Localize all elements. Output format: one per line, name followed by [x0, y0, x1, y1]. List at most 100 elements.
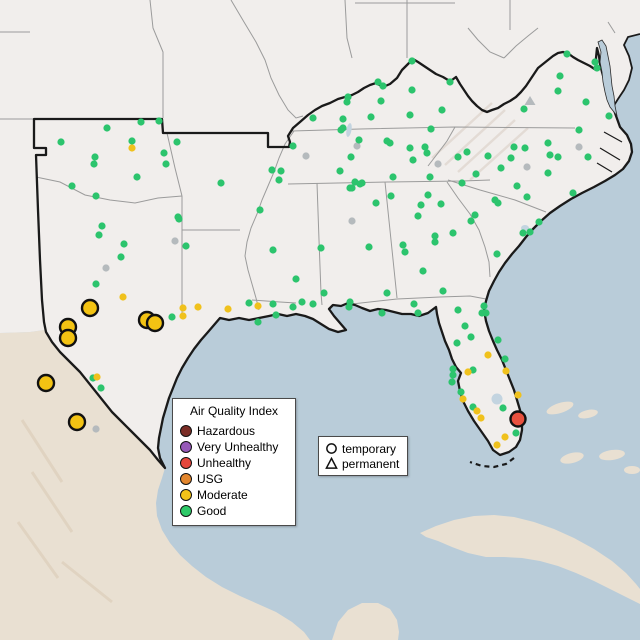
monitor-marker-moderate[interactable] — [224, 305, 232, 313]
monitor-marker-good[interactable] — [449, 365, 457, 373]
monitor-marker-moderate[interactable] — [194, 303, 202, 311]
monitor-marker-nodata-permanent[interactable] — [524, 96, 536, 105]
monitor-marker-good[interactable] — [446, 78, 454, 86]
monitor-marker-moderate-large[interactable] — [80, 298, 100, 318]
monitor-marker-good[interactable] — [431, 232, 439, 240]
monitor-marker-unhealthy-large[interactable] — [509, 410, 527, 428]
monitor-marker-good[interactable] — [168, 313, 176, 321]
monitor-marker-good[interactable] — [458, 179, 466, 187]
monitor-marker-nodata[interactable] — [353, 142, 361, 150]
monitor-marker-good[interactable] — [494, 199, 502, 207]
monitor-marker-good[interactable] — [256, 206, 264, 214]
monitor-marker-good[interactable] — [379, 82, 387, 90]
monitor-marker-good[interactable] — [519, 229, 527, 237]
monitor-marker-good[interactable] — [356, 180, 364, 188]
monitor-marker-good[interactable] — [317, 244, 325, 252]
monitor-marker-moderate[interactable] — [473, 407, 481, 415]
monitor-marker-good[interactable] — [410, 300, 418, 308]
monitor-marker-good[interactable] — [401, 248, 409, 256]
monitor-marker-good[interactable] — [480, 302, 488, 310]
monitor-marker-good[interactable] — [345, 303, 353, 311]
monitor-marker-good[interactable] — [463, 148, 471, 156]
monitor-marker-good[interactable] — [501, 355, 509, 363]
monitor-marker-moderate[interactable] — [502, 367, 510, 375]
monitor-marker-good[interactable] — [556, 72, 564, 80]
monitor-marker-good[interactable] — [217, 179, 225, 187]
monitor-marker-good[interactable] — [289, 303, 297, 311]
monitor-marker-moderate-large[interactable] — [58, 328, 78, 348]
monitor-marker-good[interactable] — [374, 78, 382, 86]
monitor-marker-good[interactable] — [493, 250, 501, 258]
monitor-marker-good[interactable] — [523, 193, 531, 201]
monitor-marker-good[interactable] — [497, 164, 505, 172]
monitor-marker-good[interactable] — [453, 339, 461, 347]
monitor-marker-good[interactable] — [336, 167, 344, 175]
monitor-marker-good[interactable] — [423, 149, 431, 157]
monitor-marker-good[interactable] — [414, 309, 422, 317]
monitor-marker-good[interactable] — [137, 118, 145, 126]
monitor-marker-good[interactable] — [95, 231, 103, 239]
monitor-marker-good[interactable] — [467, 333, 475, 341]
monitor-marker-good[interactable] — [309, 114, 317, 122]
monitor-marker-good[interactable] — [472, 170, 480, 178]
monitor-marker-good[interactable] — [383, 289, 391, 297]
monitor-marker-good[interactable] — [339, 115, 347, 123]
monitor-marker-good[interactable] — [449, 229, 457, 237]
monitor-marker-good[interactable] — [582, 98, 590, 106]
monitor-marker-good[interactable] — [438, 106, 446, 114]
monitor-marker-good[interactable] — [439, 287, 447, 295]
monitor-marker-good[interactable] — [512, 429, 520, 437]
monitor-marker-moderate[interactable] — [464, 368, 472, 376]
monitor-marker-moderate[interactable] — [179, 312, 187, 320]
monitor-marker-good[interactable] — [605, 112, 613, 120]
monitor-marker-good[interactable] — [275, 176, 283, 184]
monitor-marker-moderate[interactable] — [514, 391, 522, 399]
monitor-marker-moderate[interactable] — [493, 441, 501, 449]
monitor-marker-good[interactable] — [414, 212, 422, 220]
monitor-marker-good[interactable] — [383, 137, 391, 145]
monitor-marker-good[interactable] — [320, 289, 328, 297]
monitor-marker-good[interactable] — [120, 240, 128, 248]
monitor-marker-nodata[interactable] — [434, 160, 442, 168]
monitor-marker-good[interactable] — [507, 154, 515, 162]
monitor-marker-good[interactable] — [57, 138, 65, 146]
monitor-marker-good[interactable] — [421, 143, 429, 151]
monitor-marker-good[interactable] — [245, 299, 253, 307]
monitor-marker-good[interactable] — [268, 166, 276, 174]
monitor-marker-nodata[interactable] — [302, 152, 310, 160]
monitor-marker-good[interactable] — [461, 322, 469, 330]
monitor-marker-good[interactable] — [272, 311, 280, 319]
monitor-marker-good[interactable] — [269, 300, 277, 308]
monitor-marker-good[interactable] — [389, 173, 397, 181]
monitor-marker-good[interactable] — [344, 93, 352, 101]
monitor-marker-good[interactable] — [292, 275, 300, 283]
monitor-marker-good[interactable] — [437, 200, 445, 208]
monitor-marker-good[interactable] — [377, 97, 385, 105]
monitor-marker-moderate[interactable] — [501, 433, 509, 441]
monitor-marker-good[interactable] — [173, 138, 181, 146]
monitor-marker-nodata[interactable] — [348, 217, 356, 225]
monitor-marker-good[interactable] — [355, 136, 363, 144]
monitor-marker-nodata[interactable] — [523, 163, 531, 171]
monitor-marker-good[interactable] — [346, 184, 354, 192]
monitor-marker-good[interactable] — [269, 246, 277, 254]
monitor-marker-moderate[interactable] — [119, 293, 127, 301]
monitor-marker-good[interactable] — [117, 253, 125, 261]
monitor-marker-good[interactable] — [554, 153, 562, 161]
monitor-marker-good[interactable] — [408, 86, 416, 94]
monitor-marker-good[interactable] — [337, 126, 345, 134]
monitor-marker-good[interactable] — [298, 298, 306, 306]
monitor-marker-good[interactable] — [535, 218, 543, 226]
monitor-marker-good[interactable] — [520, 105, 528, 113]
monitor-marker-good[interactable] — [526, 228, 534, 236]
monitor-marker-good[interactable] — [367, 113, 375, 121]
monitor-marker-good[interactable] — [162, 160, 170, 168]
monitor-marker-good[interactable] — [409, 156, 417, 164]
monitor-marker-moderate[interactable] — [254, 302, 262, 310]
monitor-marker-good[interactable] — [521, 144, 529, 152]
monitor-marker-good[interactable] — [372, 199, 380, 207]
monitor-marker-good[interactable] — [378, 309, 386, 317]
monitor-marker-good[interactable] — [175, 215, 183, 223]
monitor-marker-good[interactable] — [484, 152, 492, 160]
monitor-marker-good[interactable] — [277, 167, 285, 175]
